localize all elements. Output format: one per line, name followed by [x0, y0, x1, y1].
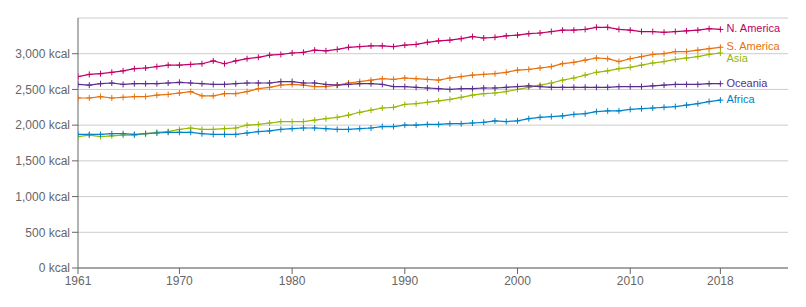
svg-text:2018: 2018 [707, 274, 734, 288]
svg-text:Asia: Asia [726, 52, 748, 64]
svg-text:3,000 kcal: 3,000 kcal [15, 47, 70, 61]
svg-text:1,500 kcal: 1,500 kcal [15, 154, 70, 168]
svg-text:2,000 kcal: 2,000 kcal [15, 118, 70, 132]
svg-text:1990: 1990 [391, 274, 418, 288]
svg-text:2010: 2010 [617, 274, 644, 288]
svg-text:S. America: S. America [726, 40, 780, 52]
svg-text:2,500 kcal: 2,500 kcal [15, 83, 70, 97]
svg-text:500 kcal: 500 kcal [25, 226, 70, 240]
svg-text:1,000 kcal: 1,000 kcal [15, 190, 70, 204]
svg-text:2000: 2000 [504, 274, 531, 288]
svg-text:1970: 1970 [166, 274, 193, 288]
svg-text:0 kcal: 0 kcal [39, 261, 70, 275]
svg-text:Oceania: Oceania [726, 77, 768, 89]
svg-text:Africa: Africa [726, 93, 755, 105]
svg-text:1980: 1980 [279, 274, 306, 288]
svg-text:N. America: N. America [726, 22, 781, 34]
svg-text:1961: 1961 [65, 274, 92, 288]
